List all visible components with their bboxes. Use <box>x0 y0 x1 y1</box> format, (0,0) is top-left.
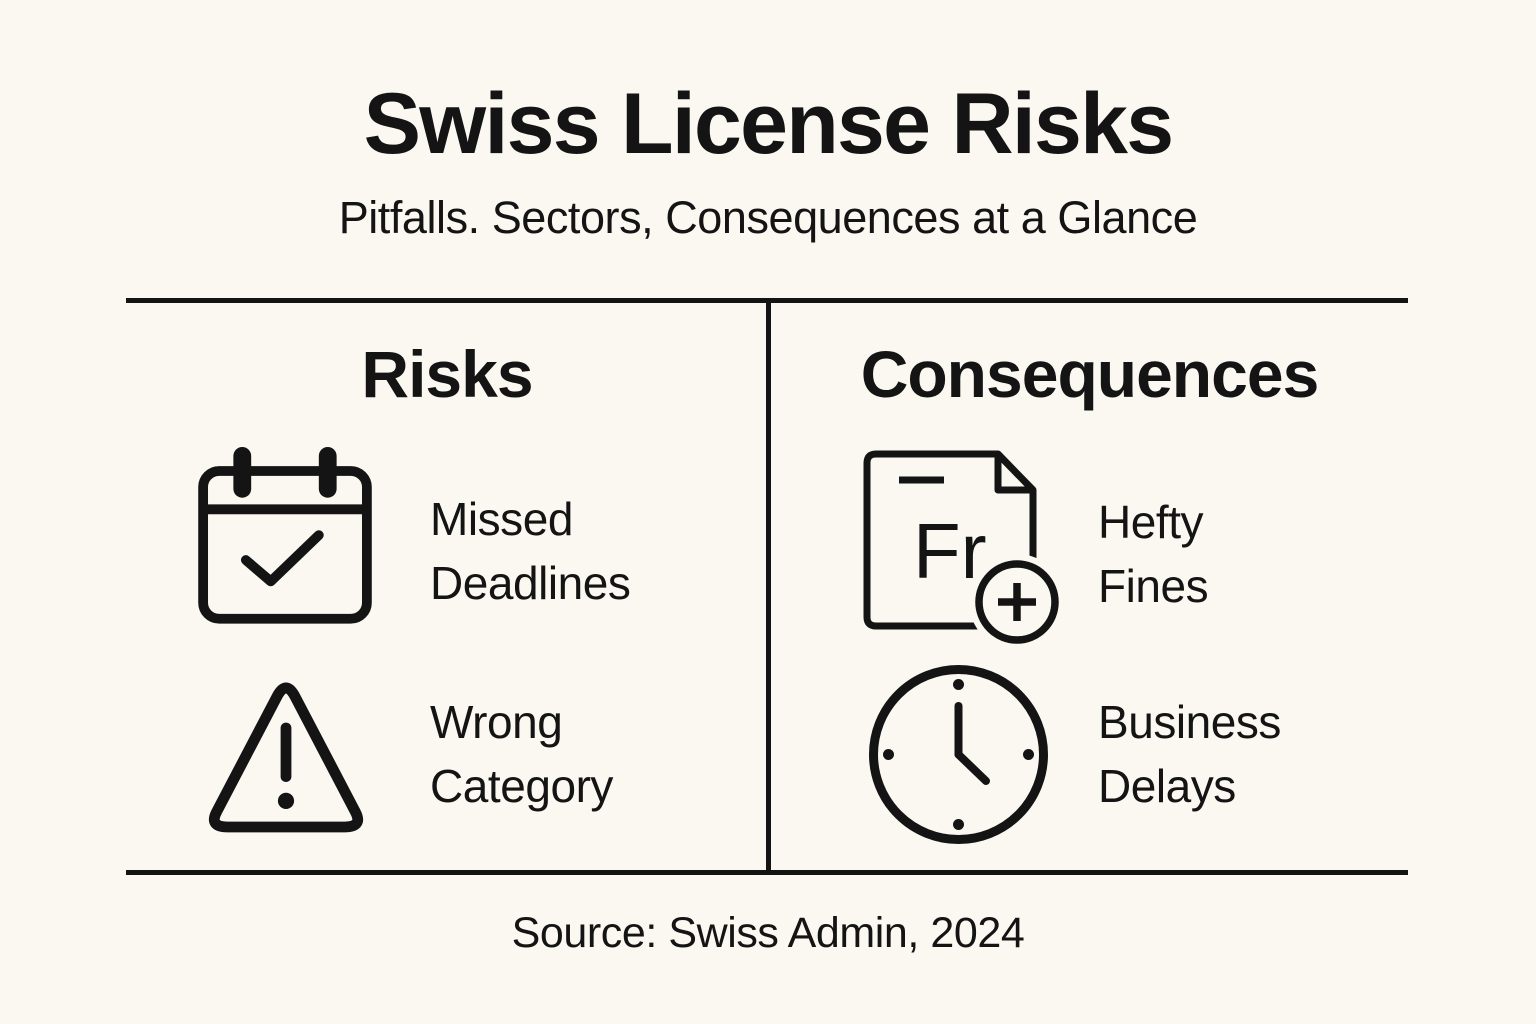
warning-triangle-icon <box>196 668 376 842</box>
clock-svg <box>869 665 1048 844</box>
calendar-check-icon <box>196 446 374 626</box>
risk-item-label-wrong-category: Wrong Category <box>430 696 613 812</box>
bottom-divider-line <box>126 870 1408 875</box>
risks-column-header: Risks <box>361 337 533 411</box>
franc-symbol-text: Fr <box>913 507 987 595</box>
clock-tick-3 <box>1023 749 1034 760</box>
triangle-outline <box>208 682 364 833</box>
calendar-checkmark <box>240 530 324 587</box>
franc-document-svg: Fr <box>863 450 1065 650</box>
calendar-check-svg <box>198 447 372 624</box>
clock-face <box>869 665 1048 844</box>
warning-triangle-svg <box>208 682 364 833</box>
clock-icon <box>868 664 1049 845</box>
clock-tick-9 <box>883 749 894 760</box>
franc-document-plus-icon: Fr <box>863 450 1067 650</box>
risk-item-label-missed-deadlines: Missed Deadlines <box>430 493 631 609</box>
calendar-body <box>198 466 372 624</box>
column-divider-line <box>766 298 771 875</box>
exclamation-dot <box>277 792 295 809</box>
clock-tick-6 <box>953 819 964 830</box>
consequence-item-label-business-delays: Business Delays <box>1098 696 1281 812</box>
clock-hour-hand <box>954 750 990 785</box>
source-caption: Source: Swiss Admin, 2024 <box>511 909 1025 957</box>
document-fold-corner <box>994 454 1033 494</box>
clock-tick-12 <box>953 679 964 690</box>
plus-badge-circle <box>975 560 1059 644</box>
page-subtitle: Pitfalls. Sectors, Consequences at a Gla… <box>338 192 1198 243</box>
consequence-item-label-hefty-fines: Hefty Fines <box>1098 496 1209 612</box>
document-outline <box>863 450 1037 630</box>
page-title: Swiss License Risks <box>363 76 1174 172</box>
consequences-column-header: Consequences <box>860 337 1320 411</box>
